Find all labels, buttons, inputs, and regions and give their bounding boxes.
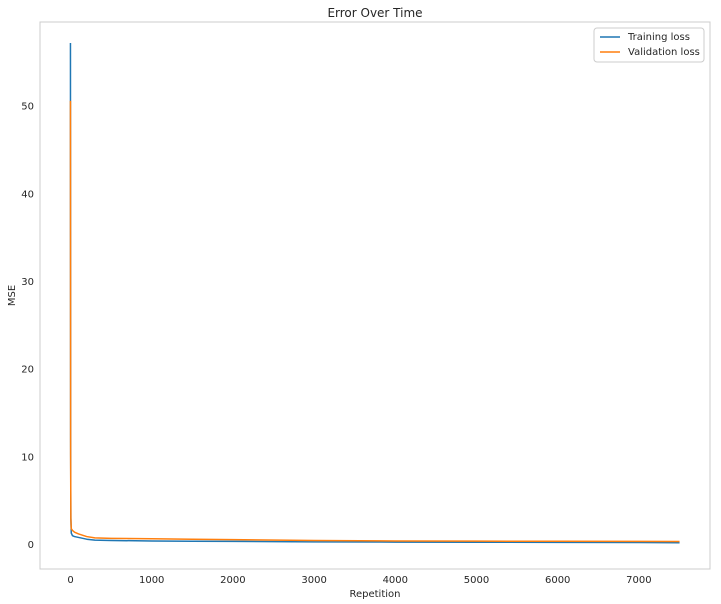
x-tick-label: 0 (67, 575, 73, 586)
chart-title: Error Over Time (327, 6, 422, 20)
x-axis-label: Repetition (349, 589, 400, 600)
y-axis-ticks: 0 10 20 30 40 50 (21, 102, 34, 551)
legend-label-validation-loss: Validation loss (628, 47, 700, 58)
y-tick-label: 30 (21, 277, 34, 288)
series-layer (69, 43, 680, 544)
y-tick-label: 0 (28, 540, 34, 551)
y-tick-label: 20 (21, 365, 34, 376)
y-tick-label: 10 (21, 452, 34, 463)
x-tick-label: 5000 (464, 575, 489, 586)
legend-label-training-loss: Training loss (627, 32, 690, 43)
x-axis-ticks: 0 1000 2000 3000 4000 5000 6000 7000 (67, 575, 651, 586)
x-tick-label: 2000 (220, 575, 245, 586)
x-tick-label: 4000 (383, 575, 408, 586)
y-axis-label: MSE (7, 285, 18, 306)
x-tick-label: 6000 (545, 575, 570, 586)
x-tick-label: 3000 (301, 575, 326, 586)
y-tick-label: 50 (21, 102, 34, 113)
series-line-training-loss (69, 43, 680, 544)
legend-box (593, 27, 705, 63)
x-tick-label: 1000 (139, 575, 164, 586)
x-tick-label: 7000 (626, 575, 651, 586)
legend: Training loss Validation loss (593, 27, 705, 63)
y-tick-label: 40 (21, 189, 34, 200)
series-line-validation-loss (69, 100, 680, 543)
plot-area (39, 21, 711, 570)
